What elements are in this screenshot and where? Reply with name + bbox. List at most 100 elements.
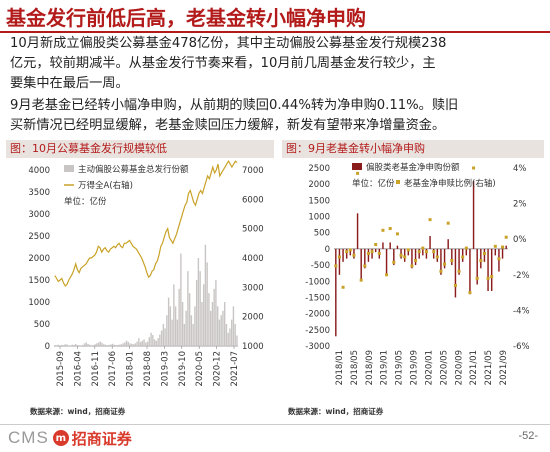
issuance-bar — [132, 344, 135, 346]
y2-tick-label: 5000 — [242, 225, 264, 235]
issuance-bar — [171, 319, 173, 346]
net-ratio-point — [475, 276, 479, 280]
issuance-bar — [232, 306, 235, 346]
issuance-bar — [169, 306, 172, 346]
net-ratio-point — [410, 264, 414, 268]
net-ratio-point — [348, 248, 352, 252]
issuance-bar — [111, 343, 114, 346]
issuance-bar — [115, 345, 117, 346]
net-subscription-bar — [371, 248, 373, 259]
issuance-bar — [120, 344, 122, 346]
net-ratio-point — [479, 259, 483, 263]
chart-2-source: 数据来源：wind，招商证券 — [288, 407, 384, 416]
issuance-bar — [57, 344, 59, 346]
net-subscription-bar — [451, 248, 453, 266]
issuance-bar — [90, 345, 93, 346]
net-ratio-point — [486, 276, 490, 280]
net-subscription-bar — [432, 248, 435, 259]
net-ratio-point — [453, 283, 457, 287]
net-ratio-point — [435, 255, 439, 259]
net-subscription-bar — [436, 248, 439, 262]
chart-1-legend: 主动偏股公募基金总发行份额 万得全A(右轴) — [64, 164, 189, 191]
issuance-bar — [89, 344, 91, 346]
title-rule — [0, 31, 550, 33]
y-tick-label: 0 — [325, 245, 330, 255]
issuance-bar — [225, 324, 228, 346]
net-subscription-bar — [367, 248, 370, 262]
footer-rule — [0, 424, 550, 425]
issuance-bar — [153, 339, 156, 346]
net-subscription-bar — [458, 248, 460, 275]
paragraph-2-line-2: 买新情况已经明显缓解，老基金赎回压力缓解，新发有望带来净增量资金。 — [10, 118, 446, 133]
issuance-bar — [108, 344, 110, 346]
issuance-bar — [68, 345, 70, 346]
y2-tick-label: -2% — [513, 271, 530, 281]
issuance-bar — [227, 332, 229, 346]
y2-tick-label: 2000 — [242, 313, 264, 323]
x-tick-label: 2015-09 — [56, 351, 66, 387]
old-fund-net-subscription-chart: 2500 2000 1500 1000 500 0 -500 -1000 -1500 -2000 -… — [305, 162, 530, 385]
net-subscription-bar — [407, 248, 410, 256]
issuance-bar — [166, 315, 168, 346]
page-number: -52- — [518, 430, 538, 442]
net-ratio-point — [501, 245, 505, 249]
issuance-bar — [104, 344, 107, 346]
y2-tick-label: 4% — [513, 164, 527, 174]
issuance-bar — [194, 306, 196, 346]
issuance-bar — [55, 345, 58, 346]
issuance-bar — [187, 271, 189, 346]
x-tick-label: 2019/09 — [410, 350, 420, 385]
issuance-bar — [155, 340, 158, 346]
issuance-bar — [174, 306, 177, 346]
y-tick-label: 2500 — [28, 232, 50, 242]
issuance-bar — [110, 344, 112, 346]
y-tick-label: 3500 — [28, 188, 50, 198]
page-title: 基金发行前低后高，老基金转小幅净申购 — [6, 6, 366, 30]
issuance-bar — [236, 335, 238, 346]
issuance-bar — [148, 337, 151, 346]
x-tick-label: 2019-03 — [160, 351, 170, 387]
y2-tick-label: 2% — [513, 200, 527, 210]
issuance-bar — [173, 284, 175, 346]
net-ratio-point — [392, 260, 396, 264]
issuance-bar — [83, 343, 86, 346]
issuance-bar — [136, 341, 138, 346]
paragraph-2-line-1: 9月老基金已经转小幅净申购，从前期的赎回0.44%转为净申购0.11%。赎旧 — [10, 98, 459, 113]
legend-line-label: 万得全A(右轴) — [78, 180, 133, 191]
x-tick-label: 2016-11 — [91, 351, 101, 387]
issuance-bar — [218, 319, 221, 346]
issuance-bar — [223, 302, 226, 346]
net-subscription-bar — [490, 248, 493, 291]
issuance-bar — [230, 319, 233, 346]
net-ratio-point — [428, 218, 432, 222]
net-ratio-point — [439, 269, 443, 273]
issuance-bar — [131, 343, 133, 346]
paragraph-1-line-1: 10月新成立偏股类公募基金478亿份，其中主动偏股公募基金发行规模238 — [10, 36, 447, 51]
net-ratio-point — [417, 250, 421, 254]
net-ratio-point — [406, 248, 410, 252]
y-tick-label: 1000 — [308, 213, 330, 223]
x-tick-label: 2018/05 — [350, 350, 360, 385]
x-tick-label: 2021/01 — [469, 350, 479, 385]
issuance-bar — [62, 345, 65, 346]
issuance-bar — [64, 344, 66, 346]
issuance-bar — [78, 345, 80, 346]
issuance-bar — [206, 262, 208, 346]
legend-bar-label: 主动偏股公募基金总发行份额 — [78, 164, 189, 175]
net-subscription-bar — [480, 248, 482, 269]
y-tick-label: 2500 — [308, 164, 330, 174]
net-ratio-point — [334, 264, 338, 268]
chart-1-unit: 单位：亿份 — [64, 196, 107, 207]
net-ratio-point — [468, 291, 472, 295]
logo-chinese-name: 招商证券 — [71, 429, 132, 448]
net-ratio-point — [472, 166, 476, 170]
fund-issuance-chart: 4000350030002500200015001000500070006000… — [28, 160, 264, 387]
net-ratio-point — [399, 253, 403, 257]
x-tick-label: 2016-04 — [73, 351, 83, 387]
net-subscription-bar — [335, 248, 337, 337]
issuance-bar — [118, 344, 121, 346]
x-tick-label: 2021-07 — [230, 351, 240, 387]
x-tick-label: 2017-06 — [108, 351, 118, 387]
x-tick-label: 2020/09 — [454, 350, 464, 385]
issuance-bar — [157, 338, 159, 346]
